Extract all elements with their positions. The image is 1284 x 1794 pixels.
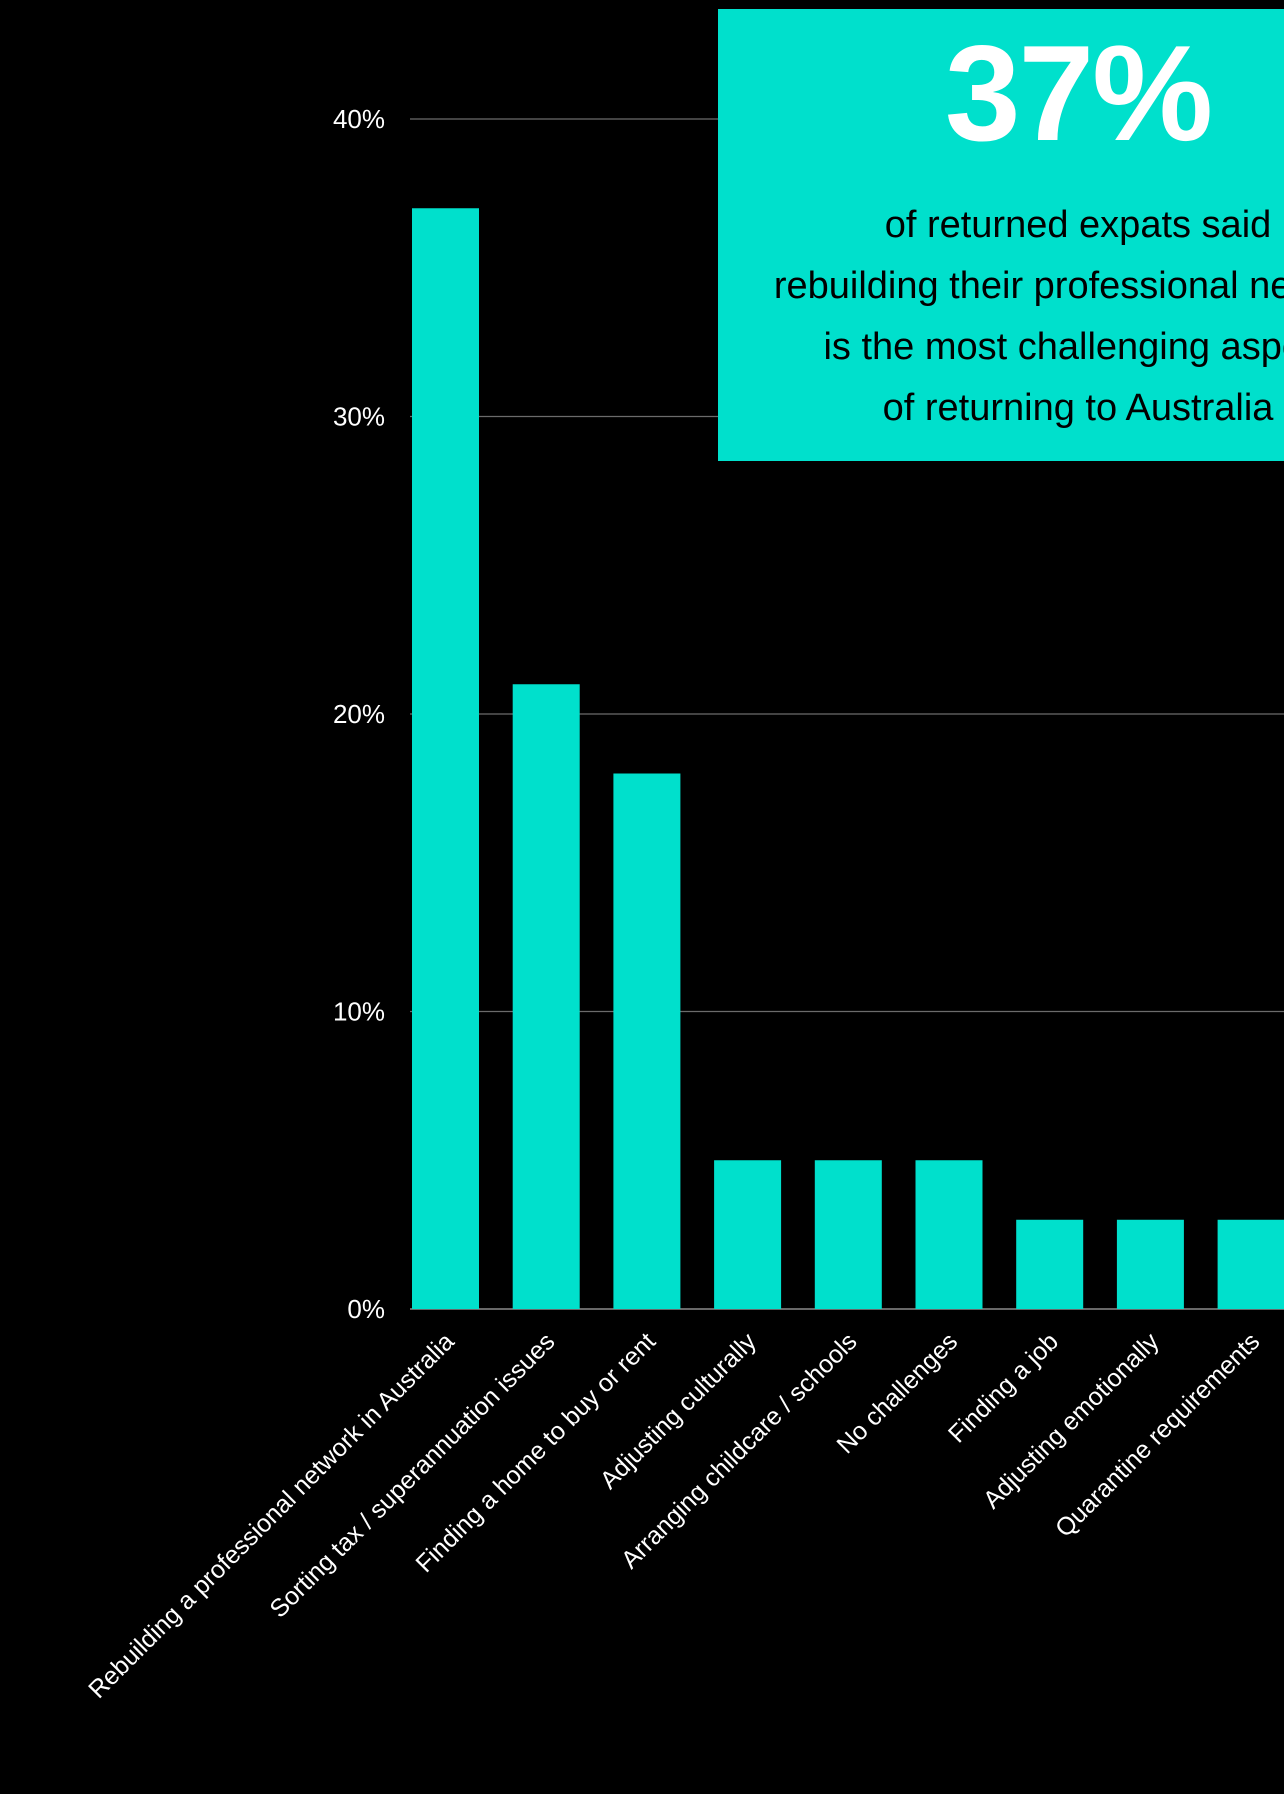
callout-text: of returned expats said rebuilding their…	[718, 195, 1284, 439]
bar	[512, 684, 580, 1309]
callout-panel: 37% of returned expats said rebuilding t…	[718, 9, 1284, 461]
x-tick-label: Adjusting emotionally	[978, 1327, 1165, 1514]
bar	[613, 773, 681, 1309]
callout-line: of returned expats said	[884, 204, 1272, 246]
x-tick-label: Quarantine requirements	[1050, 1327, 1265, 1542]
bar	[1217, 1219, 1284, 1309]
y-tick-label: 0%	[347, 1294, 385, 1324]
bar	[1016, 1219, 1084, 1309]
y-tick-label: 10%	[333, 997, 385, 1027]
x-axis-tick-labels: Rebuilding a professional network in Aus…	[83, 1327, 1265, 1704]
callout-line: is the most challenging aspect	[823, 326, 1284, 368]
x-tick-label: Rebuilding a professional network in Aus…	[83, 1327, 460, 1704]
bars	[412, 208, 1284, 1309]
bar	[915, 1160, 983, 1309]
y-axis-tick-labels: 0% 10% 20% 30% 40%	[333, 104, 385, 1324]
callout-stat: 37%	[944, 17, 1213, 169]
highlight-callout: 37% of returned expats said rebuilding t…	[718, 9, 1284, 461]
bar	[412, 208, 479, 1309]
y-tick-label: 20%	[333, 699, 385, 729]
bar	[1116, 1219, 1184, 1309]
callout-line: of returning to Australia	[882, 387, 1274, 429]
y-tick-label: 40%	[333, 104, 385, 134]
callout-line: rebuilding their professional network	[773, 265, 1284, 307]
y-tick-label: 30%	[333, 402, 385, 432]
bar	[814, 1160, 882, 1309]
bar	[714, 1160, 782, 1309]
